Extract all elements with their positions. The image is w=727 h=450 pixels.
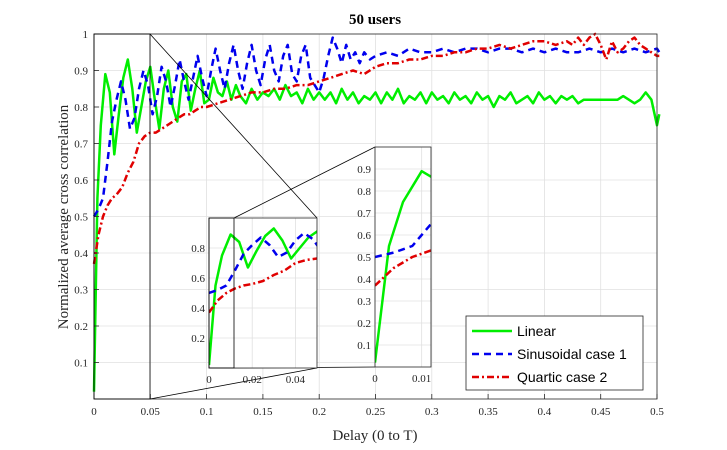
inset-2-y-tick-label: 0.7 <box>357 208 371 220</box>
main-series-group <box>92 32 661 392</box>
inset-2-y-tick-label: 0.6 <box>357 230 371 242</box>
zoom-connector-line <box>149 33 318 219</box>
x-tick-label: 0.2 <box>312 406 326 418</box>
x-tick-label: 0.45 <box>591 406 611 418</box>
inset-1-x-tick-label: 0.02 <box>243 374 262 386</box>
x-tick-label: 0.3 <box>425 406 439 418</box>
x-tick-label: 0.35 <box>478 406 498 418</box>
series-line-1 <box>92 36 661 218</box>
x-tick-label: 0.5 <box>650 406 664 418</box>
legend-box <box>465 315 644 391</box>
x-tick-label: 0.25 <box>366 406 386 418</box>
inset-2-series-line-0 <box>375 169 431 363</box>
inset-plot-2: 0 0.01 0.1 0.2 0.3 0.4 0.5 0.6 0.7 0.8 0.9 <box>357 146 432 385</box>
y-tick-label: 1 <box>83 29 89 41</box>
inset-1-y-tick-label: 0.8 <box>191 243 205 255</box>
zoom-connector-line <box>233 146 376 219</box>
zoom-connector-line <box>149 367 318 400</box>
x-tick-label: 0 <box>91 406 97 418</box>
series-line-2 <box>92 32 660 265</box>
legend-label-quartic: Quartic case 2 <box>517 369 607 385</box>
main-ticks: 0 0.05 0.1 0.15 0.2 0.25 0.3 0.35 0.4 0.45 0.50.10… <box>74 29 664 418</box>
inset-1-y-tick-label: 0.4 <box>191 303 205 315</box>
inset-2-series-line-1 <box>375 223 431 259</box>
inset-2-y-tick-label: 0.9 <box>357 164 371 176</box>
inset-2-y-tick-label: 0.4 <box>357 274 371 286</box>
inset-2-y-tick-label: 0.2 <box>357 318 371 330</box>
x-tick-label: 0.1 <box>200 406 214 418</box>
y-tick-label: 0.4 <box>74 248 88 260</box>
y-axis-label: Normalized average cross correlation <box>56 104 72 329</box>
x-axis-label: Delay (0 to T) <box>332 428 417 444</box>
inset-1-x-tick-label: 0 <box>206 374 212 386</box>
zoom-source-box <box>93 33 151 400</box>
y-tick-label: 0.5 <box>74 212 88 224</box>
inset-1-series-line-0 <box>209 227 317 366</box>
y-tick-label: 0.8 <box>74 102 88 114</box>
inset-2-y-tick-label: 0.1 <box>357 340 371 352</box>
y-tick-label: 0.2 <box>74 321 88 333</box>
inset-2-series-line-2 <box>375 249 431 287</box>
chart-title: 50 users <box>349 12 401 28</box>
legend-label-sinusoidal: Sinusoidal case 1 <box>517 346 627 362</box>
series-line-0 <box>92 58 661 392</box>
inset-1-series-line-1 <box>209 231 317 295</box>
inset-2-x-tick-label: 0 <box>372 373 378 385</box>
inset-2-y-tick-label: 0.5 <box>357 252 371 264</box>
zoom-connectors <box>93 33 376 400</box>
inset-2-y-tick-label: 0.8 <box>357 186 371 198</box>
inset-1-y-tick-label: 0.2 <box>191 333 205 345</box>
y-tick-label: 0.3 <box>74 285 88 297</box>
inset-1-x-tick-label: 0.04 <box>286 374 306 386</box>
x-tick-label: 0.4 <box>538 406 552 418</box>
y-tick-label: 0.7 <box>74 139 88 151</box>
y-tick-label: 0.9 <box>74 66 88 78</box>
legend: Linear Sinusoidal case 1 Quartic case 2 <box>465 315 644 391</box>
inset-2-x-tick-label: 0.01 <box>412 373 431 385</box>
y-tick-label: 0.6 <box>74 175 88 187</box>
inset-2-y-tick-label: 0.3 <box>357 296 371 308</box>
inset-1-series-line-2 <box>209 257 317 314</box>
x-tick-label: 0.15 <box>253 406 273 418</box>
inset-2-frame <box>374 146 432 368</box>
y-tick-label: 0.1 <box>74 358 88 370</box>
inset-1-y-tick-label: 0.6 <box>191 273 205 285</box>
x-tick-label: 0.05 <box>141 406 161 418</box>
inset-1-zoom-box <box>208 217 235 369</box>
inset-plot-1: 0 0.02 0.04 0.2 0.4 0.6 0.8 <box>191 217 318 386</box>
legend-label-linear: Linear <box>517 323 556 339</box>
